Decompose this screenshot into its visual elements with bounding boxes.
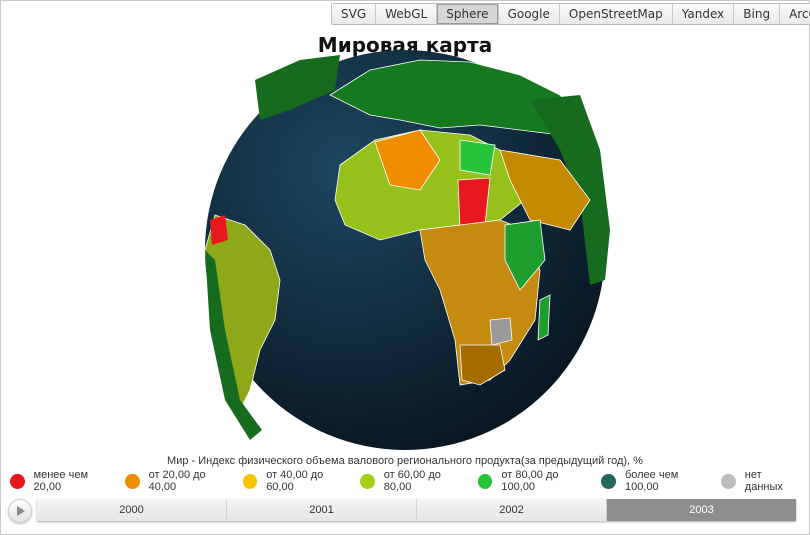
legend-label: более чем 100,00 [624,469,679,493]
legend-label: от 20,00 до 40,00 [148,469,206,493]
tab-google[interactable]: Google [497,4,559,24]
legend-item[interactable]: более чем 100,00 [601,469,712,493]
legend-color-dot [10,473,25,489]
legend-label: менее чем 20,00 [33,469,89,493]
region-south-africa[interactable] [459,344,506,386]
legend-item[interactable]: от 40,00 до 60,00 [242,469,352,493]
legend-color-dot [125,473,140,489]
legend-item[interactable]: от 80,00 до 100,00 [477,469,593,493]
region-venezuela[interactable] [210,215,228,245]
play-button[interactable] [8,499,32,523]
legend: менее чем 20,00 от 20,00 до 40,00 от 40,… [10,469,810,493]
region-egypt[interactable] [459,139,496,176]
legend-item[interactable]: от 20,00 до 40,00 [125,469,234,493]
legend-item[interactable]: нет данных [721,469,801,493]
legend-color-dot [242,473,258,489]
legend-color-dot [360,473,375,489]
legend-item[interactable]: менее чем 20,00 [10,469,116,493]
legend-title: Мир - Индекс физического объема валового… [167,455,643,467]
region-zimbabwe[interactable] [489,317,513,346]
legend-label: от 40,00 до 60,00 [266,469,324,493]
legend-color-dot [477,473,493,489]
tab-sphere[interactable]: Sphere [436,4,498,24]
legend-color-dot [601,473,616,489]
legend-item[interactable]: от 60,00 до 80,00 [360,469,469,493]
region-north-rim [255,55,340,120]
region-arabia[interactable] [499,149,591,231]
tab-openstreetmap[interactable]: OpenStreetMap [558,4,672,24]
region-south-america-west [205,250,262,440]
timeline-year-2002[interactable]: 2002 [416,499,606,521]
legend-color-dot [721,473,736,489]
legend-label: нет данных [744,469,783,493]
region-sudan[interactable] [457,177,491,229]
legend-label: от 80,00 до 100,00 [501,469,559,493]
region-east-rim [530,95,610,285]
tab-arcgis[interactable]: ArcGis [779,4,810,24]
tab-bing[interactable]: Bing [733,4,780,24]
timeline-year-2000[interactable]: 2000 [37,499,226,521]
region-madagascar[interactable] [537,294,551,341]
timeline: 2000 2001 2002 2003 [37,499,796,521]
region-algeria[interactable] [374,129,441,191]
tab-svg[interactable]: SVG [332,4,376,24]
timeline-year-2003[interactable]: 2003 [606,499,796,521]
map-mode-tabs: SVG WebGL Sphere Google OpenStreetMap Ya… [331,3,810,25]
tab-webgl[interactable]: WebGL [375,4,437,24]
legend-label: от 60,00 до 80,00 [383,469,441,493]
timeline-year-2001[interactable]: 2001 [226,499,416,521]
region-east-africa[interactable] [504,219,546,291]
tab-yandex[interactable]: Yandex [671,4,734,24]
